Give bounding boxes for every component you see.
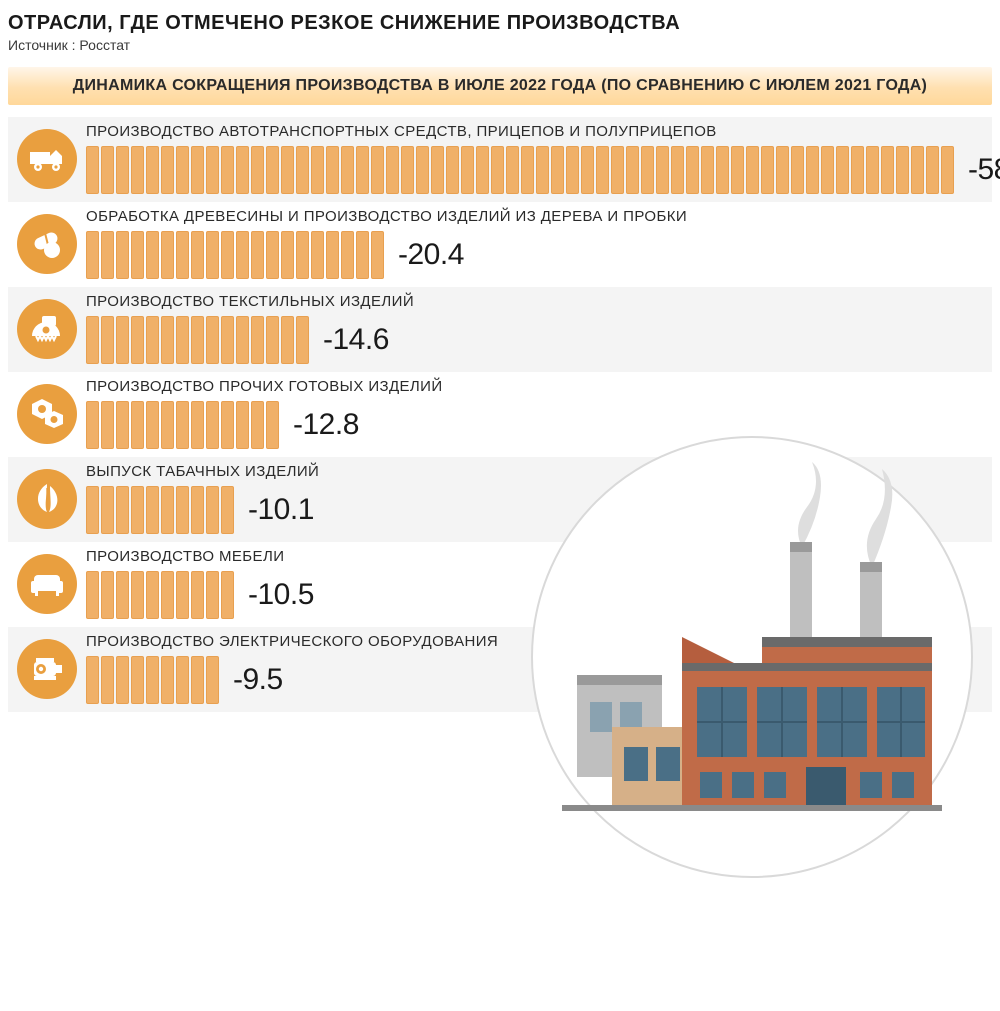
chart-row: ПРОИЗВОДСТВО МЕБЕЛИ -10.5	[8, 542, 992, 627]
row-label: ПРОИЗВОДСТВО ЭЛЕКТРИЧЕСКОГО ОБОРУДОВАНИЯ	[86, 633, 982, 650]
bar	[86, 231, 384, 279]
bar-value: -14.6	[323, 323, 389, 357]
chart-row: ПРОИЗВОДСТВО ЭЛЕКТРИЧЕСКОГО ОБОРУДОВАНИЯ…	[8, 627, 992, 712]
chart-row: ПРОИЗВОДСТВО ТЕКСТИЛЬНЫХ ИЗДЕЛИЙ -14.6	[8, 287, 992, 372]
bar	[86, 401, 279, 449]
sofa-icon	[17, 554, 77, 614]
saw-icon	[17, 299, 77, 359]
chart-banner: ДИНАМИКА СОКРАЩЕНИЯ ПРОИЗВОДСТВА В ИЮЛЕ …	[8, 67, 992, 105]
row-label: ПРОИЗВОДСТВО ПРОЧИХ ГОТОВЫХ ИЗДЕЛИЙ	[86, 378, 982, 395]
bar-value: -10.1	[248, 493, 314, 527]
motor-icon	[17, 639, 77, 699]
row-label: ПРОИЗВОДСТВО МЕБЕЛИ	[86, 548, 982, 565]
row-label: ВЫПУСК ТАБАЧНЫХ ИЗДЕЛИЙ	[86, 463, 982, 480]
truck-icon	[17, 129, 77, 189]
pill-icon	[17, 214, 77, 274]
bar-chart: ПРОИЗВОДСТВО АВТОТРАНСПОРТНЫХ СРЕДСТВ, П…	[8, 117, 992, 712]
bar-value: -20.4	[398, 238, 464, 272]
source-label: Источник : Росстат	[8, 37, 992, 53]
bar	[86, 571, 234, 619]
bar	[86, 146, 954, 194]
bar-value: -9.5	[233, 663, 283, 697]
nuts-icon	[17, 384, 77, 444]
row-label: ОБРАБОТКА ДРЕВЕСИНЫ И ПРОИЗВОДСТВО ИЗДЕЛ…	[86, 208, 982, 225]
chart-row: ПРОИЗВОДСТВО АВТОТРАНСПОРТНЫХ СРЕДСТВ, П…	[8, 117, 992, 202]
bar-value: -10.5	[248, 578, 314, 612]
bar-value: -12.8	[293, 408, 359, 442]
chart-row: ОБРАБОТКА ДРЕВЕСИНЫ И ПРОИЗВОДСТВО ИЗДЕЛ…	[8, 202, 992, 287]
bar	[86, 316, 309, 364]
row-label: ПРОИЗВОДСТВО ТЕКСТИЛЬНЫХ ИЗДЕЛИЙ	[86, 293, 982, 310]
leaf-icon	[17, 469, 77, 529]
bar	[86, 486, 234, 534]
chart-row: ВЫПУСК ТАБАЧНЫХ ИЗДЕЛИЙ -10.1	[8, 457, 992, 542]
row-label: ПРОИЗВОДСТВО АВТОТРАНСПОРТНЫХ СРЕДСТВ, П…	[86, 123, 1000, 140]
bar-value: -58.1	[968, 153, 1000, 187]
page-title: ОТРАСЛИ, ГДЕ ОТМЕЧЕНО РЕЗКОЕ СНИЖЕНИЕ ПР…	[8, 12, 992, 35]
chart-row: ПРОИЗВОДСТВО ПРОЧИХ ГОТОВЫХ ИЗДЕЛИЙ -12.8	[8, 372, 992, 457]
bar	[86, 656, 219, 704]
